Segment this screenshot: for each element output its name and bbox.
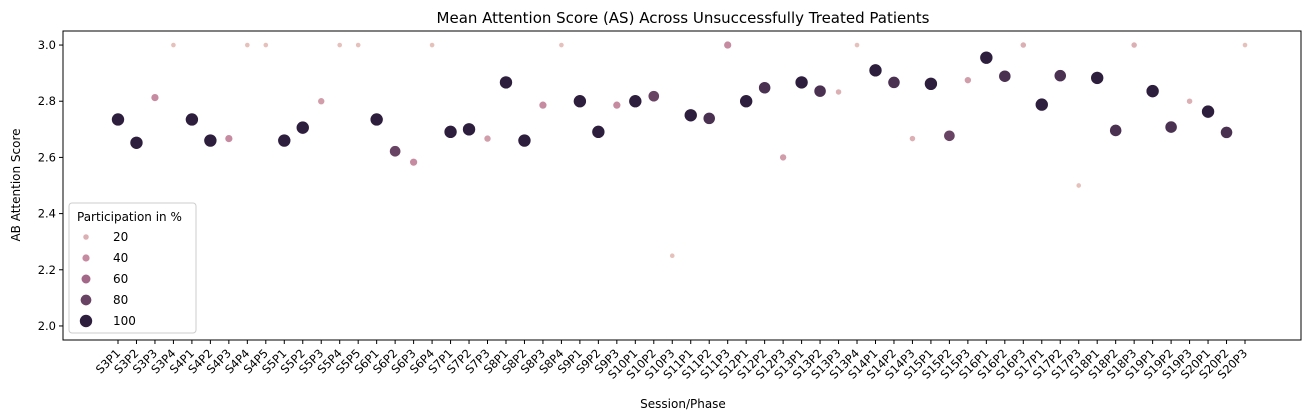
data-point xyxy=(185,112,199,127)
legend-label: 100 xyxy=(113,314,136,328)
data-point xyxy=(964,76,972,84)
data-point xyxy=(1220,126,1233,139)
data-point xyxy=(1130,41,1138,49)
legend-marker xyxy=(80,294,92,306)
data-point xyxy=(224,134,234,143)
legend-marker xyxy=(79,314,93,328)
data-point xyxy=(835,88,842,96)
data-point xyxy=(669,252,676,259)
data-point xyxy=(573,94,587,109)
data-point xyxy=(369,112,384,127)
legend-marker xyxy=(81,253,91,263)
data-point xyxy=(758,81,772,95)
data-point xyxy=(779,153,787,162)
data-point xyxy=(887,76,901,89)
data-point xyxy=(702,111,716,125)
data-point xyxy=(170,42,177,48)
legend-label: 80 xyxy=(113,293,128,307)
legend-label: 60 xyxy=(113,272,128,286)
data-point xyxy=(129,136,144,150)
data-point xyxy=(924,77,938,91)
x-axis: S3P1S3P2S3P3S3P4S4P1S4P2S4P3S4P4S4P5S5P1… xyxy=(93,340,1250,382)
plot-frame xyxy=(62,30,1302,341)
data-point xyxy=(409,157,418,167)
data-point xyxy=(1090,71,1104,85)
legend-marker xyxy=(80,273,92,285)
x-axis-label: Session/Phase xyxy=(640,397,726,411)
data-point xyxy=(1109,124,1123,137)
data-point xyxy=(499,75,513,90)
legend: Participation in % 20 40 60 80 100 xyxy=(68,202,197,334)
data-point xyxy=(1164,120,1178,134)
data-point xyxy=(317,97,326,106)
data-point xyxy=(909,135,916,142)
data-point xyxy=(998,69,1012,83)
data-point xyxy=(558,42,565,48)
y-tick-label: 2.4 xyxy=(38,207,56,221)
data-point xyxy=(1053,69,1067,83)
legend-label: 40 xyxy=(113,251,128,265)
data-point xyxy=(443,125,458,139)
data-point xyxy=(628,94,643,109)
data-point xyxy=(429,42,436,48)
legend-title: Participation in % xyxy=(77,210,182,224)
data-point xyxy=(591,125,606,139)
data-point xyxy=(336,42,343,48)
y-tick-label: 2.8 xyxy=(38,94,56,108)
data-point xyxy=(683,108,698,123)
data-point xyxy=(943,129,956,142)
data-point xyxy=(1145,84,1160,98)
y-tick-label: 2.2 xyxy=(38,263,56,277)
data-point xyxy=(277,133,292,148)
data-point xyxy=(150,93,160,102)
legend-marker xyxy=(82,233,90,241)
data-point xyxy=(517,133,532,148)
data-point xyxy=(355,42,362,48)
data-point xyxy=(1186,97,1193,105)
data-point xyxy=(723,40,732,50)
data-point xyxy=(244,42,251,48)
y-tick-label: 3.0 xyxy=(38,38,56,52)
data-point xyxy=(1034,97,1049,112)
data-point xyxy=(739,94,753,109)
data-point xyxy=(979,50,994,65)
data-point xyxy=(389,145,402,158)
data-point xyxy=(295,120,310,135)
data-point xyxy=(462,122,476,137)
legend-label: 20 xyxy=(113,230,128,244)
y-tick-label: 2.6 xyxy=(38,150,56,164)
data-point xyxy=(813,84,827,98)
data-point xyxy=(612,100,622,110)
data-point xyxy=(794,75,809,90)
data-point xyxy=(111,112,125,127)
data-point xyxy=(868,63,883,78)
data-points xyxy=(111,40,1248,259)
data-point xyxy=(1242,42,1248,48)
data-point xyxy=(647,90,660,103)
data-point xyxy=(1019,41,1027,49)
legend-entries: 20 40 60 80 100 xyxy=(79,230,136,328)
data-point xyxy=(1075,182,1082,189)
y-axis: 2.0 2.2 2.4 2.6 2.8 3.0 xyxy=(38,38,63,333)
data-point xyxy=(854,42,860,48)
y-axis-label: AB Attention Score xyxy=(9,128,23,241)
data-point xyxy=(203,133,218,148)
data-point xyxy=(483,134,492,143)
data-point xyxy=(1201,104,1215,119)
chart-title: Mean Attention Score (AS) Across Unsucce… xyxy=(437,9,930,27)
data-point xyxy=(538,100,548,110)
y-tick-label: 2.0 xyxy=(38,319,56,333)
data-point xyxy=(262,42,269,48)
legend-box xyxy=(68,202,197,334)
